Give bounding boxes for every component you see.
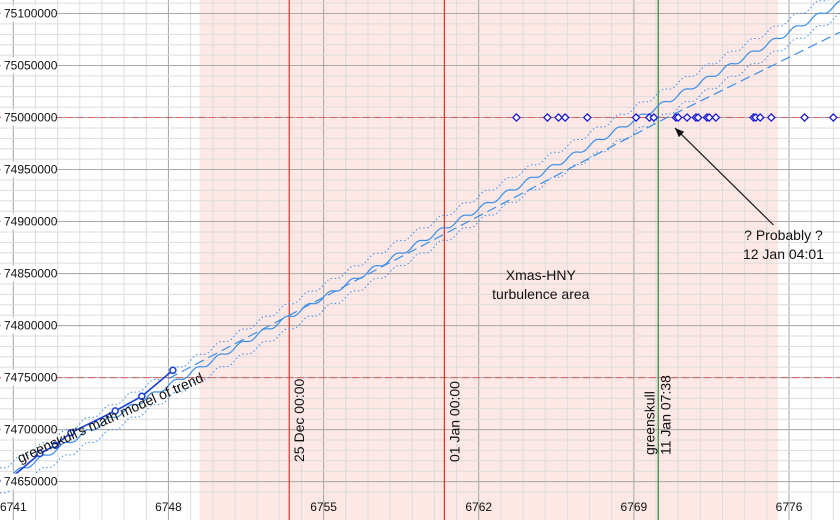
vertical-line-label-greenskull: greenskull	[641, 391, 657, 455]
y-tick-label: 74750000	[4, 371, 58, 385]
annotation-probably-line1: ? Probably ?	[744, 227, 823, 243]
estimate-point	[828, 113, 838, 123]
annotation-turbulence-line2: turbulence area	[492, 286, 590, 302]
y-tick-label-bg	[1, 265, 57, 282]
x-tick-label: 6741	[0, 500, 27, 514]
y-tick-label: 75000000	[4, 111, 58, 125]
annotation-arrow-head	[674, 127, 685, 138]
y-tick-label-bg	[1, 109, 57, 126]
history-point	[36, 449, 44, 458]
estimate-point	[693, 113, 703, 123]
y-tick-label: 74650000	[4, 475, 58, 489]
estimate-point	[631, 113, 641, 123]
x-tick-label: 6755	[310, 500, 337, 514]
history-point	[67, 428, 75, 437]
y-tick-label-bg	[1, 369, 57, 386]
vertical-line-label-11jan: 11 Jan 07:38	[657, 375, 673, 455]
y-tick-label: 75100000	[4, 7, 58, 21]
trend-model-line	[0, 0, 840, 481]
x-tick-label: 6762	[465, 500, 492, 514]
x-tick-label: 6748	[155, 500, 182, 514]
estimate-point	[560, 113, 570, 123]
y-tick-label: 74800000	[4, 319, 58, 333]
y-tick-label-bg	[1, 5, 57, 22]
x-tick-label: 6776	[776, 500, 803, 514]
estimate-point	[704, 113, 714, 123]
history-point	[51, 441, 60, 449]
y-tick-label-bg	[1, 57, 57, 74]
estimate-point	[554, 113, 564, 123]
y-tick-label-bg	[1, 317, 57, 334]
vertical-marker-lines: 25 Dec 00:00 01 Jan 00:00 greenskull 11 Jan…	[288, 0, 673, 520]
annotation-arrow-line	[674, 127, 774, 226]
history-point	[138, 392, 146, 401]
x-tick-label: 6769	[621, 500, 648, 514]
y-tick-label: 74850000	[4, 267, 58, 281]
y-tick-label: 75050000	[4, 59, 58, 73]
annotation-turbulence-line1: Xmas-HNY	[506, 267, 577, 283]
y-tick-label-bg	[1, 213, 57, 230]
vertical-line-label-25dec: 25 Dec 00:00	[291, 379, 307, 462]
estimate-point	[582, 113, 592, 123]
y-tick-label-bg	[1, 473, 57, 490]
estimate-point	[800, 113, 810, 123]
history-point	[111, 407, 120, 415]
annotation-probably-line2: 12 Jan 04:01	[743, 246, 824, 262]
y-tick-label: 74950000	[4, 163, 58, 177]
shaded-region	[199, 0, 778, 520]
y-tick-label: 74900000	[4, 215, 58, 229]
shaded-turbulence-area	[199, 0, 778, 520]
trend-model-lower-band	[0, 12, 840, 494]
estimate-point	[673, 113, 683, 123]
trend-model	[0, 0, 840, 494]
estimate-point	[542, 113, 552, 123]
estimate-point	[711, 113, 721, 123]
history-point	[169, 366, 177, 375]
series-dashed-projection	[168, 31, 840, 380]
y-tick-label-bg	[1, 421, 57, 438]
estimate-point	[511, 113, 521, 123]
estimate-point	[766, 113, 776, 123]
estimate-point	[682, 113, 692, 123]
vertical-line-label-01jan: 01 Jan 00:00	[446, 381, 462, 462]
y-tick-label: 74700000	[4, 423, 58, 437]
tick-labels: 74650000 74700000 74750000 74800000 74850000…	[0, 5, 803, 514]
trend-model-upper-band	[0, 0, 829, 469]
estimate-point	[649, 113, 659, 123]
y-tick-label-bg	[1, 161, 57, 178]
estimate-point	[755, 113, 765, 123]
